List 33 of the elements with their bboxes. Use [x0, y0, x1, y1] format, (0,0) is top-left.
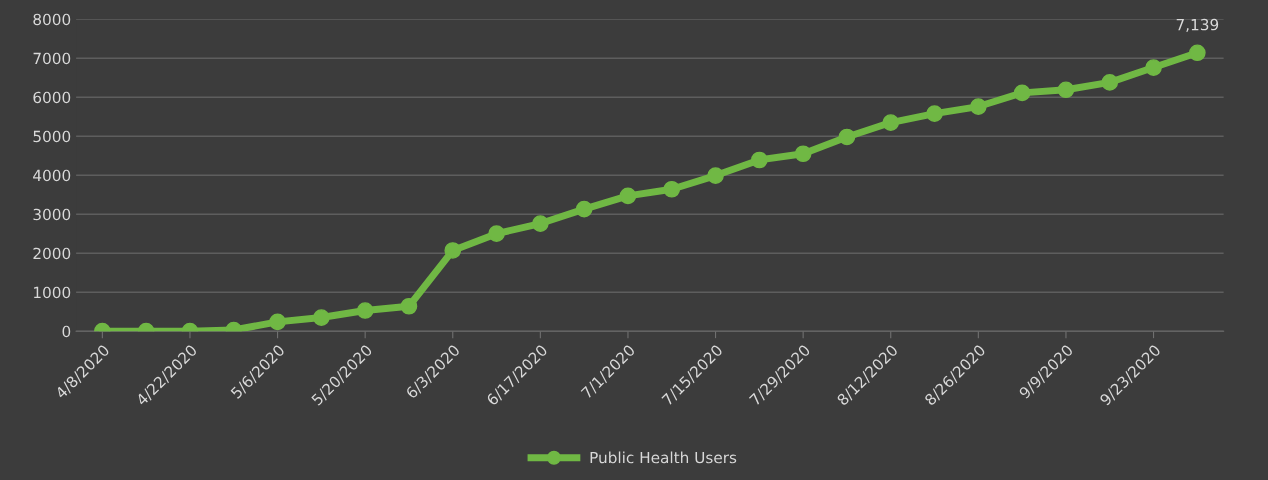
data-label: 7,139: [1176, 18, 1219, 32]
y-tick-label: 1000: [34, 286, 71, 299]
y-tick-label: 0: [62, 325, 71, 338]
point: [707, 167, 724, 184]
point: [1101, 74, 1119, 91]
point: [970, 98, 987, 115]
point: [751, 151, 768, 169]
point: [794, 145, 812, 163]
point: [532, 215, 549, 232]
point: [838, 128, 856, 146]
point: [1057, 81, 1075, 99]
point: [444, 242, 462, 259]
point: [663, 180, 681, 198]
point: [488, 225, 505, 243]
y-tick-label: 5000: [33, 130, 71, 143]
y-tick-label: 2000: [33, 247, 71, 260]
y-tick-label: 3000: [33, 208, 71, 221]
point: [1145, 59, 1162, 76]
y-tick-label: 6000: [33, 91, 71, 104]
y-tick-label: 7000: [33, 52, 71, 65]
point: [400, 297, 418, 315]
legend-label: Public Health Users: [590, 451, 737, 464]
point: [313, 309, 330, 326]
point: [1013, 84, 1031, 102]
point: [882, 114, 900, 131]
point: [575, 200, 593, 218]
point: [269, 313, 286, 331]
y-tick-label: 8000: [33, 13, 71, 26]
point: [1189, 44, 1206, 62]
y-tick-label: 4000: [33, 169, 71, 182]
point: [356, 302, 374, 319]
point: [926, 105, 943, 122]
point: [619, 187, 637, 205]
